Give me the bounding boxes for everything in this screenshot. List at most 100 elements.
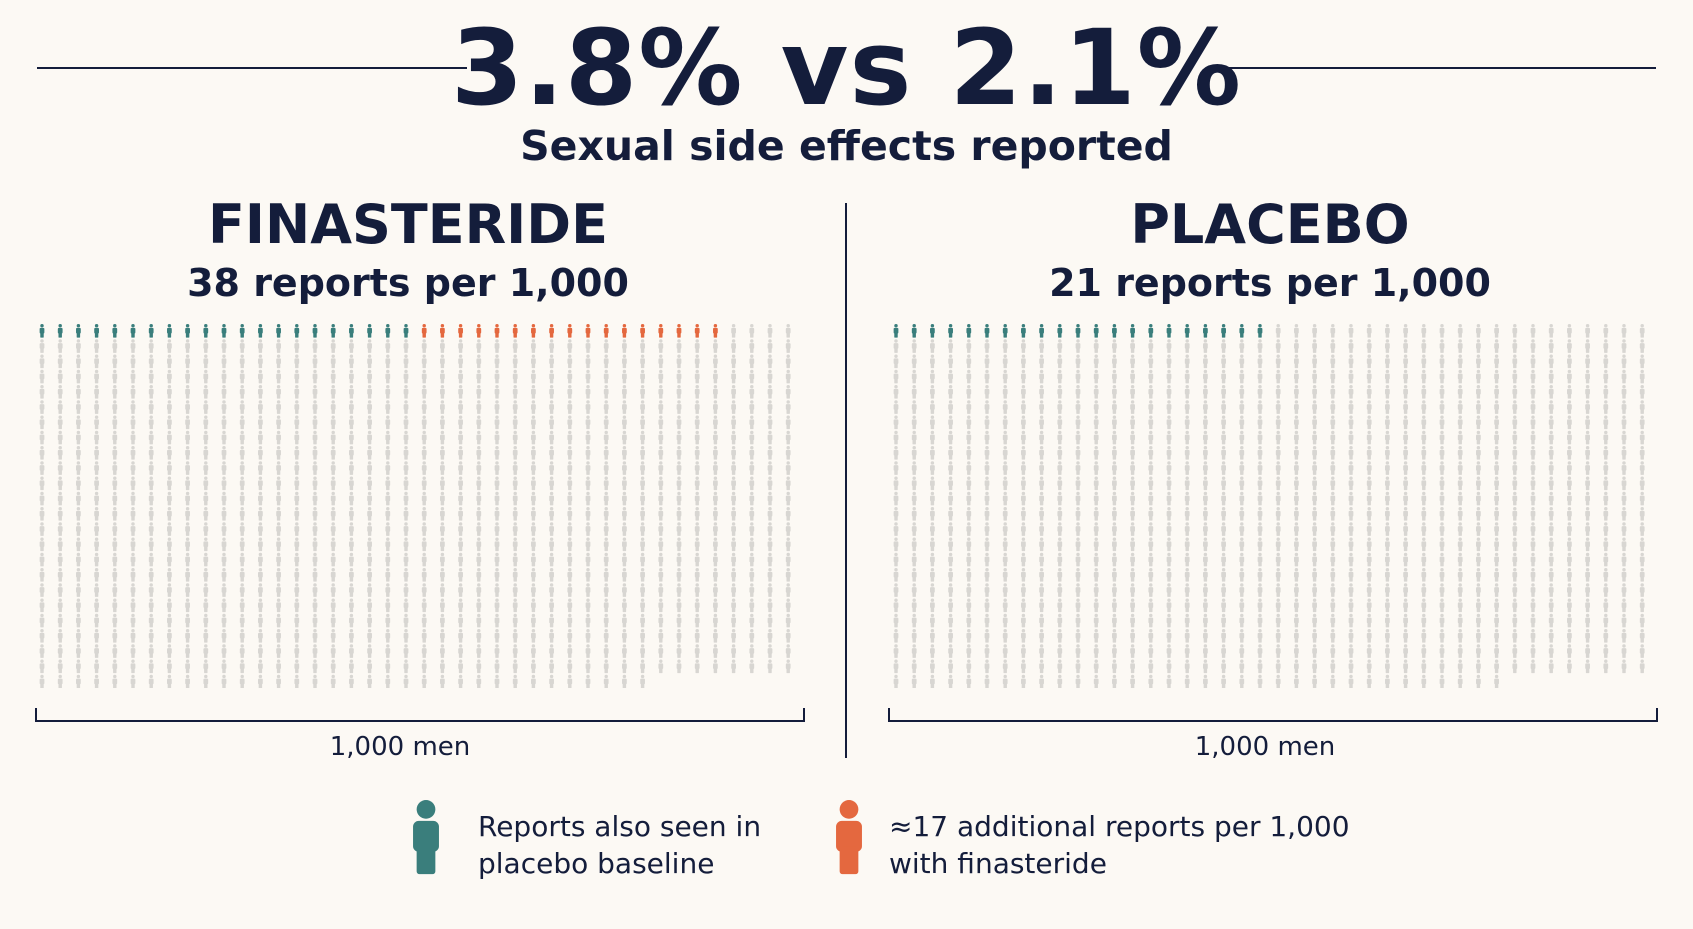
person-icon-unaffected	[258, 491, 263, 506]
person-icon-unaffected	[640, 644, 645, 658]
person-icon-unaffected	[1476, 385, 1481, 399]
person-icon-unaffected	[1112, 568, 1117, 582]
person-icon-unaffected	[1385, 583, 1390, 597]
person-icon-unaffected	[330, 613, 336, 628]
person-icon-unaffected	[1002, 629, 1008, 643]
person-icon-unaffected	[130, 659, 136, 674]
person-icon-unaffected	[1184, 583, 1190, 597]
person-icon-unaffected	[1457, 507, 1463, 521]
person-icon-unaffected	[1239, 400, 1245, 414]
person-icon-unaffected	[1348, 461, 1354, 475]
person-icon-unaffected	[1439, 644, 1445, 658]
person-icon-unaffected	[458, 430, 463, 445]
person-icon-unaffected	[1148, 430, 1154, 445]
person-icon-unaffected	[39, 385, 45, 399]
person-icon-unaffected	[567, 674, 573, 688]
person-icon-unaffected	[440, 552, 445, 567]
person-icon-unaffected	[39, 537, 45, 552]
person-icon-unaffected	[39, 522, 45, 536]
person-icon-unaffected	[1457, 324, 1463, 338]
person-icon-additional	[713, 324, 718, 338]
person-icon-unaffected	[203, 613, 209, 628]
person-icon-unaffected	[76, 507, 81, 521]
person-icon-unaffected	[1439, 598, 1445, 613]
person-icon-unaffected	[1312, 568, 1317, 582]
person-icon-unaffected	[1585, 354, 1590, 369]
person-icon-unaffected	[276, 674, 281, 688]
person-icon-unaffected	[785, 613, 791, 628]
person-icon-unaffected	[112, 507, 118, 521]
person-icon-unaffected	[1184, 339, 1190, 353]
person-icon-unaffected	[1275, 629, 1281, 643]
person-icon-unaffected	[603, 491, 609, 506]
person-icon-unaffected	[294, 461, 300, 475]
person-icon-unaffected	[276, 369, 281, 384]
person-icon-unaffected	[658, 568, 664, 582]
person-icon-unaffected	[130, 415, 136, 430]
person-icon-unaffected	[1184, 461, 1190, 475]
person-icon-unaffected	[385, 659, 391, 674]
person-icon-unaffected	[330, 400, 336, 414]
person-icon-unaffected	[1403, 476, 1408, 491]
person-icon-unaffected	[767, 522, 773, 536]
person-icon-unaffected	[893, 476, 899, 491]
person-icon-unaffected	[258, 583, 263, 597]
person-icon-unaffected	[349, 339, 354, 353]
person-icon-unaffected	[312, 659, 318, 674]
person-icon-additional	[658, 324, 664, 338]
person-icon-unaffected	[767, 354, 773, 369]
person-icon-unaffected	[1021, 491, 1026, 506]
person-icon-unaffected	[1548, 354, 1554, 369]
person-icon-unaffected	[1494, 507, 1499, 521]
person-icon-unaffected	[676, 568, 682, 582]
person-icon-unaffected	[1221, 598, 1226, 613]
person-icon-unaffected	[94, 568, 99, 582]
person-icon-unaffected	[731, 522, 736, 536]
person-icon-unaffected	[1203, 430, 1208, 445]
person-icon-unaffected	[239, 568, 245, 582]
person-icon-unaffected	[1239, 629, 1245, 643]
person-icon-unaffected	[94, 674, 99, 688]
person-icon-unaffected	[1621, 354, 1627, 369]
person-icon-unaffected	[1621, 400, 1627, 414]
person-icon-unaffected	[731, 537, 736, 552]
person-icon-unaffected	[330, 476, 336, 491]
person-icon-unaffected	[1348, 644, 1354, 658]
person-icon-unaffected	[403, 583, 409, 597]
person-icon-unaffected	[1184, 476, 1190, 491]
person-icon-unaffected	[658, 476, 664, 491]
person-icon-unaffected	[130, 644, 136, 658]
person-icon-unaffected	[549, 568, 554, 582]
person-icon-unaffected	[1348, 507, 1354, 521]
person-icon-unaffected	[1494, 674, 1499, 688]
person-icon-unaffected	[367, 491, 372, 506]
person-icon-unaffected	[239, 507, 245, 521]
person-icon-unaffected	[76, 400, 81, 414]
person-icon-unaffected	[1257, 522, 1263, 536]
person-icon-unaffected	[476, 583, 482, 597]
group-divider	[845, 203, 847, 758]
person-icon-unaffected	[385, 583, 391, 597]
person-icon-unaffected	[76, 583, 81, 597]
person-icon-unaffected	[1421, 629, 1427, 643]
person-icon-unaffected	[221, 507, 227, 521]
person-icon-unaffected	[349, 629, 354, 643]
person-icon-unaffected	[1457, 583, 1463, 597]
person-icon-unaffected	[1567, 385, 1572, 399]
person-icon-unaffected	[1312, 613, 1317, 628]
person-icon-unaffected	[148, 583, 154, 597]
person-icon-unaffected	[966, 674, 972, 688]
person-icon-unaffected	[1203, 583, 1208, 597]
person-icon-unaffected	[1603, 522, 1609, 536]
person-icon-unaffected	[1093, 613, 1099, 628]
person-icon-unaffected	[767, 415, 773, 430]
person-icon-unaffected	[585, 522, 591, 536]
person-icon-unaffected	[94, 339, 99, 353]
person-icon-unaffected	[1184, 552, 1190, 567]
person-icon-unaffected	[1348, 354, 1354, 369]
person-icon-unaffected	[713, 385, 718, 399]
person-icon-unaffected	[549, 507, 554, 521]
person-icon-unaffected	[1239, 659, 1245, 674]
person-icon-unaffected	[1348, 629, 1354, 643]
person-icon-unaffected	[258, 568, 263, 582]
